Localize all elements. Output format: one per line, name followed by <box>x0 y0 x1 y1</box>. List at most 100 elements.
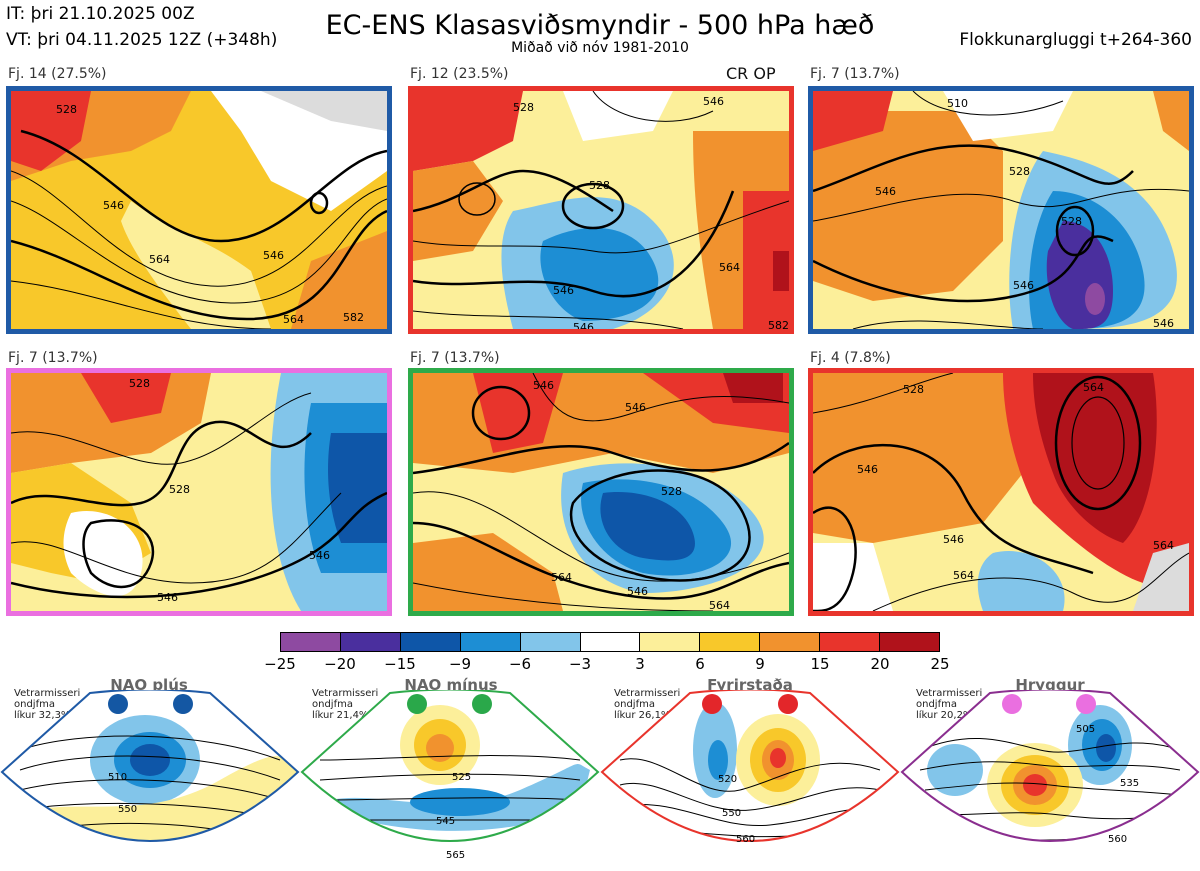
colorbar-segment <box>340 633 401 651</box>
contour-line <box>813 373 954 414</box>
contour-label: 535 <box>1120 778 1139 789</box>
contour-label: 546 <box>857 463 878 476</box>
contour-label: 546 <box>875 185 896 198</box>
regime-1-marker <box>173 694 193 714</box>
high-center-contour <box>1071 396 1125 490</box>
regime-info-line: líkur 21,4% <box>312 710 369 721</box>
strong-positive-anomaly-area <box>473 373 563 453</box>
regime-4-frame <box>900 690 1200 842</box>
colorbar-tick: −20 <box>324 655 356 673</box>
contour-line <box>532 373 789 422</box>
negative-anomaly-area <box>977 551 1065 611</box>
contour-label: 510 <box>947 97 968 110</box>
contour-label: 528 <box>1009 165 1030 178</box>
contour-label: 546 <box>309 549 330 562</box>
contour-line <box>11 392 312 465</box>
regime-3-info: Vetrarmisseri ondjfma líkur 26,1% <box>614 688 680 721</box>
contour-label: 546 <box>1153 317 1174 329</box>
contour-label: 528 <box>1061 215 1082 228</box>
colorbar-tick: −9 <box>448 655 472 673</box>
regime-4-info: Vetrarmisseri ondjfma líkur 20,2% <box>916 688 982 721</box>
colorbar-segment <box>400 633 461 651</box>
init-time: IT: þri 21.10.2025 00Z <box>6 4 195 24</box>
regime-info-line: Vetrarmisseri <box>14 688 81 699</box>
colorbar-tick: 20 <box>870 655 890 673</box>
contour-line <box>872 552 1189 611</box>
contour-line <box>852 320 1044 329</box>
cluster-4-label: Fj. 7 (13.7%) <box>8 350 98 366</box>
contour-label: 564 <box>551 571 572 584</box>
contour-line <box>813 144 1134 193</box>
strong-positive-anomaly-area <box>413 91 523 171</box>
regime-1-marker <box>108 694 128 714</box>
low-center-contour <box>569 469 751 582</box>
colorbar-segment <box>820 633 881 651</box>
cluster-3-label: Fj. 7 (13.7%) <box>810 66 900 82</box>
page-subtitle: Miðað við nóv 1981-2010 <box>511 40 689 56</box>
cluster-2-op-tag: CR OP <box>726 64 776 83</box>
cluster-map-6: 528 546 564 546 564 564 <box>808 368 1194 616</box>
cluster-map-2: 528 546 528 546 564 546 582 <box>408 86 794 334</box>
regime-3-frame <box>600 690 900 842</box>
contour-label: 546 <box>103 199 124 212</box>
contour-label: 546 <box>703 95 724 108</box>
low-center-contour <box>1055 205 1095 257</box>
colorbar-tick: −3 <box>568 655 592 673</box>
contour-line <box>11 280 272 329</box>
low-center-contour <box>309 191 329 215</box>
regime-map-1: 510 550 <box>0 690 300 842</box>
regime-info-line: ondjfma <box>14 699 55 710</box>
regime-map-4: 505 535 560 <box>900 690 1200 845</box>
contour-label: 564 <box>1083 381 1104 394</box>
contour-label: 565 <box>446 850 465 861</box>
negative-anomaly-area <box>927 744 983 796</box>
colorbar-tick: 3 <box>635 655 645 673</box>
regime-1-info: Vetrarmisseri ondjfma líkur 32,3% <box>14 688 80 721</box>
cluster-map-3: 510 528 546 528 546 546 <box>808 86 1194 334</box>
colorbar-tick: 25 <box>930 655 950 673</box>
regime-map-3: 520 550 560 <box>600 690 900 845</box>
regime-info-line: líkur 26,1% <box>614 710 671 721</box>
colorbar-tick: −15 <box>384 655 416 673</box>
colorbar-segment <box>760 633 821 651</box>
contour-line <box>813 506 857 611</box>
strong-positive-anomaly-area <box>11 91 91 171</box>
contour-line <box>813 443 1094 575</box>
colorbar-tick: −6 <box>508 655 532 673</box>
classification-window: Flokkunargluggi t+264-360 <box>959 30 1192 50</box>
contour-label: 546 <box>943 533 964 546</box>
contour-label: 546 <box>627 585 648 598</box>
contour-line <box>11 170 387 287</box>
anomaly-colorbar <box>280 632 940 652</box>
contour-line <box>592 91 714 122</box>
contour-label: 546 <box>533 379 554 392</box>
contour-label: 545 <box>436 816 455 827</box>
strong-positive-anomaly-area <box>81 373 171 423</box>
contour-line <box>413 190 735 298</box>
contour-label: 564 <box>719 261 740 274</box>
contour-label: 582 <box>343 311 364 324</box>
contour-label: 528 <box>169 483 190 496</box>
contour-label: 550 <box>722 808 741 819</box>
cluster-1-label: Fj. 14 (27.5%) <box>8 66 107 82</box>
contour-line <box>11 420 312 507</box>
contour-line <box>11 198 387 304</box>
positive-anomaly-area <box>30 756 298 841</box>
colorbar-tick: −25 <box>264 655 296 673</box>
contour-line <box>413 582 714 611</box>
regime-info-line: Vetrarmisseri <box>916 688 983 699</box>
high-center-contour <box>471 385 531 441</box>
contour-label: 525 <box>452 772 471 783</box>
regime-info-line: ondjfma <box>916 699 957 710</box>
contour-line <box>413 521 789 600</box>
page-title: EC-ENS Klasasviðsmyndir - 500 hPa hæð <box>325 10 875 41</box>
cluster-2-label: Fj. 12 (23.5%) <box>410 66 509 82</box>
contour-label: 528 <box>513 101 534 114</box>
regime-info-line: ondjfma <box>312 699 353 710</box>
contour-label: 546 <box>553 284 574 297</box>
land-scandinavia <box>1133 543 1189 611</box>
contour-label: 564 <box>1153 539 1174 552</box>
cluster-6-label: Fj. 4 (7.8%) <box>810 350 891 366</box>
contour-label: 510 <box>108 772 127 783</box>
regime-info-line: líkur 32,3% <box>14 710 71 721</box>
